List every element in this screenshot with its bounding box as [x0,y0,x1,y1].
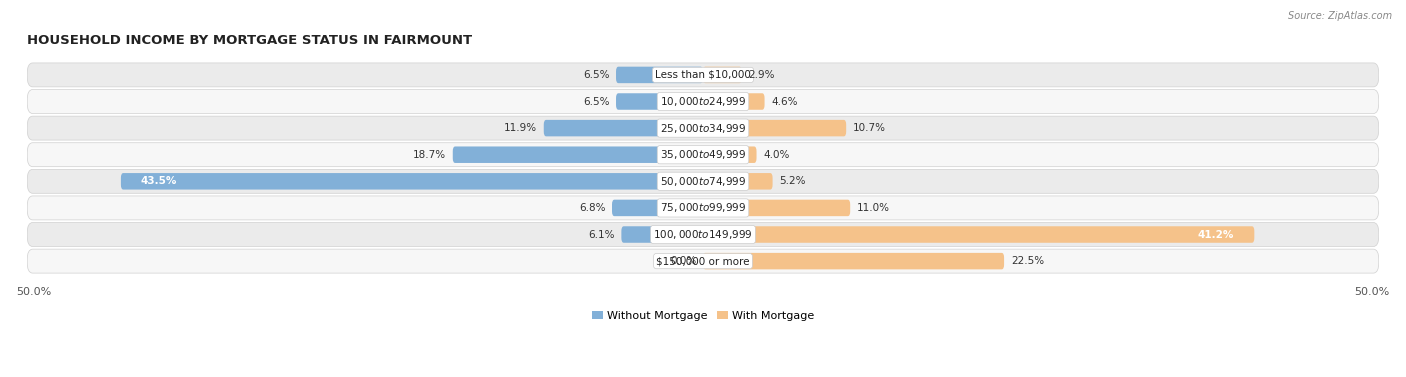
Text: 4.0%: 4.0% [763,150,790,160]
Legend: Without Mortgage, With Mortgage: Without Mortgage, With Mortgage [588,306,818,325]
FancyBboxPatch shape [703,253,1004,270]
FancyBboxPatch shape [616,93,703,110]
FancyBboxPatch shape [27,116,1379,140]
FancyBboxPatch shape [27,169,1379,193]
FancyBboxPatch shape [27,63,1379,87]
Text: 18.7%: 18.7% [413,150,446,160]
Text: 0.0%: 0.0% [671,256,696,266]
Text: 11.0%: 11.0% [856,203,890,213]
Text: $35,000 to $49,999: $35,000 to $49,999 [659,148,747,161]
Text: 4.6%: 4.6% [772,97,797,107]
FancyBboxPatch shape [703,93,765,110]
FancyBboxPatch shape [27,222,1379,247]
FancyBboxPatch shape [616,67,703,83]
FancyBboxPatch shape [27,249,1379,273]
Text: $25,000 to $34,999: $25,000 to $34,999 [659,122,747,135]
Text: $50,000 to $74,999: $50,000 to $74,999 [659,175,747,188]
Text: Source: ZipAtlas.com: Source: ZipAtlas.com [1288,11,1392,21]
FancyBboxPatch shape [544,120,703,136]
Text: 22.5%: 22.5% [1011,256,1043,266]
Text: Less than $10,000: Less than $10,000 [655,70,751,80]
FancyBboxPatch shape [27,196,1379,220]
Text: 10.7%: 10.7% [853,123,886,133]
Text: 43.5%: 43.5% [141,176,177,186]
FancyBboxPatch shape [453,147,703,163]
FancyBboxPatch shape [612,200,703,216]
FancyBboxPatch shape [703,200,851,216]
Text: 5.2%: 5.2% [779,176,806,186]
Text: 11.9%: 11.9% [503,123,537,133]
Text: 6.5%: 6.5% [583,70,609,80]
Text: 41.2%: 41.2% [1198,230,1234,239]
FancyBboxPatch shape [703,120,846,136]
Text: $100,000 to $149,999: $100,000 to $149,999 [654,228,752,241]
FancyBboxPatch shape [621,226,703,243]
Text: $75,000 to $99,999: $75,000 to $99,999 [659,201,747,215]
Text: 6.1%: 6.1% [588,230,614,239]
Text: HOUSEHOLD INCOME BY MORTGAGE STATUS IN FAIRMOUNT: HOUSEHOLD INCOME BY MORTGAGE STATUS IN F… [27,34,472,47]
FancyBboxPatch shape [703,173,772,190]
FancyBboxPatch shape [27,143,1379,167]
FancyBboxPatch shape [27,90,1379,113]
Text: $150,000 or more: $150,000 or more [657,256,749,266]
FancyBboxPatch shape [121,173,703,190]
Text: 2.9%: 2.9% [748,70,775,80]
FancyBboxPatch shape [703,226,1254,243]
Text: $10,000 to $24,999: $10,000 to $24,999 [659,95,747,108]
FancyBboxPatch shape [703,147,756,163]
Text: 6.8%: 6.8% [579,203,606,213]
FancyBboxPatch shape [703,67,742,83]
Text: 6.5%: 6.5% [583,97,609,107]
